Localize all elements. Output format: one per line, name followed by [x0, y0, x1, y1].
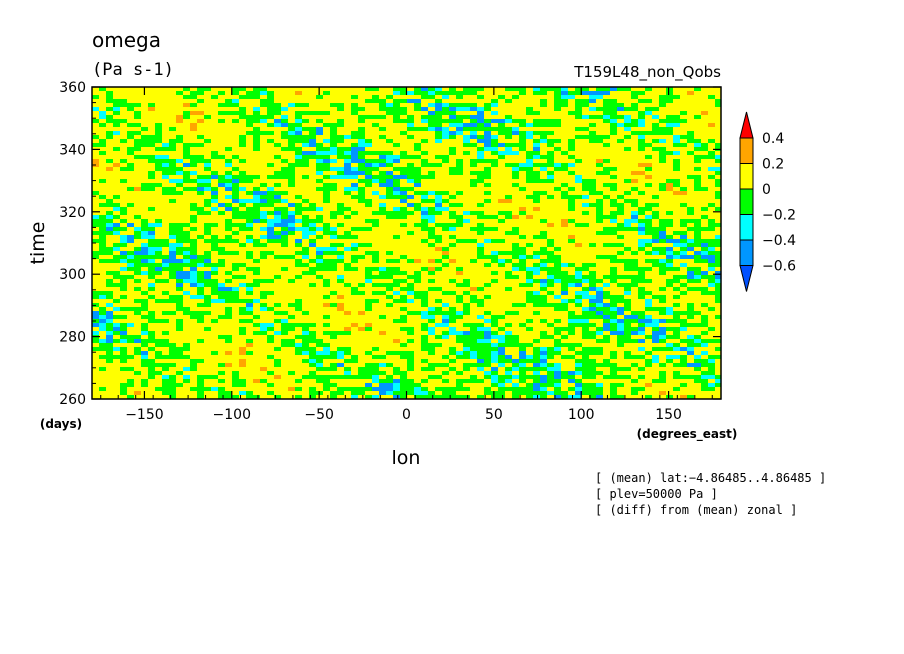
- chart-title: omega: [92, 28, 161, 52]
- note-line: [ plev=50000 Pa ]: [595, 487, 718, 501]
- y-axis-units: (days): [40, 417, 82, 431]
- colorbar-segment: [739, 214, 754, 241]
- y-axis-label: time: [27, 222, 49, 265]
- chart-units: (Pa s-1): [92, 60, 174, 80]
- run-label: T159L48_non_Qobs: [573, 63, 721, 82]
- colorbar-segment: [739, 188, 754, 215]
- x-axis-label: lon: [392, 447, 421, 469]
- y-tick-label: 300: [59, 267, 86, 283]
- colorbar-label: 0: [762, 182, 771, 198]
- note-line: [ (mean) lat:−4.86485..4.86485 ]: [595, 471, 826, 485]
- colorbar-label: 0.4: [762, 131, 784, 147]
- colorbar: 0.4 0.2 0 −0.2 −0.4 −0.6: [739, 111, 796, 292]
- y-tick-label: 360: [59, 80, 86, 96]
- x-axis: −150 −100 −50 0 50 100 150: [100, 87, 713, 423]
- x-tick-label: −150: [125, 407, 163, 423]
- x-tick-label: 100: [568, 407, 595, 423]
- x-tick-label: 150: [655, 407, 682, 423]
- y-axis: 260 280 300 320 340 360: [59, 80, 721, 408]
- x-axis-units: (degrees_east): [637, 427, 738, 442]
- notes-block: [ (mean) lat:−4.86485..4.86485 ] [ plev=…: [595, 471, 826, 517]
- y-tick-label: 340: [59, 142, 86, 158]
- y-tick-label: 260: [59, 392, 86, 408]
- colorbar-label: −0.2: [762, 208, 796, 224]
- colorbar-segment: [739, 163, 754, 190]
- y-tick-label: 280: [59, 330, 86, 346]
- colorbar-segment: [739, 137, 754, 164]
- x-tick-label: 0: [402, 407, 411, 423]
- colorbar-extend-max: [739, 111, 754, 139]
- x-tick-label: −100: [213, 407, 251, 423]
- colorbar-segment: [739, 239, 754, 266]
- note-line: [ (diff) from (mean) zonal ]: [595, 503, 797, 517]
- colorbar-label: 0.2: [762, 157, 784, 173]
- x-tick-label: 50: [485, 407, 503, 423]
- x-tick-label: −50: [304, 407, 334, 423]
- colorbar-extend-min: [739, 265, 754, 292]
- colorbar-label: −0.4: [762, 233, 796, 249]
- omega-field: [92, 87, 721, 399]
- colorbar-label: −0.6: [762, 259, 796, 275]
- y-tick-label: 320: [59, 205, 86, 221]
- plot-area: [91, 86, 722, 400]
